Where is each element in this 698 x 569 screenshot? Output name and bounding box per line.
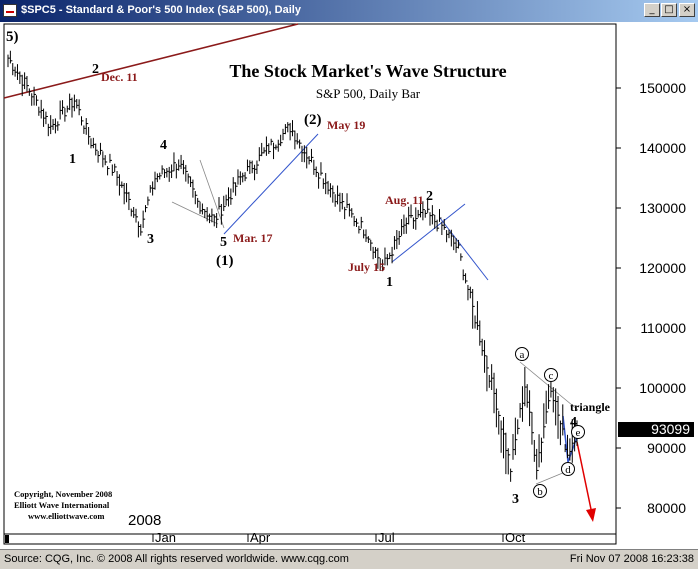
copyright-line3: www.elliottwave.com [28, 511, 104, 521]
wave-label-5: 5 [220, 235, 227, 250]
x-tick-group: 2008 Jan Apr Jul Oct [128, 512, 526, 545]
y-tick-label: 110000 [640, 320, 686, 336]
upper-trendline [3, 23, 299, 99]
copyright-line2: Elliott Wave International [14, 500, 110, 510]
wave-label-4b: 4 [570, 415, 577, 430]
annotation-aug11: Aug. 11 [385, 193, 424, 207]
annotation-may19: May 19 [327, 118, 365, 132]
wave5-channel-line [199, 159, 225, 229]
wave-label-3c: 3 [512, 492, 519, 507]
aug-up-channel [391, 203, 466, 263]
annotation-mar17: Mar. 17 [233, 231, 273, 245]
wave-c-circle [544, 368, 558, 382]
wave-b-circle [533, 484, 547, 498]
last-price-box [618, 422, 694, 437]
y-tick-label: 130000 [639, 200, 686, 216]
wave-label-2b: 2 [426, 189, 433, 204]
y-tick-group: 80000 90000 100000 110000 120000 130000 … [616, 80, 686, 516]
scroll-marker [5, 535, 9, 543]
wave-e-circle [571, 425, 585, 439]
wave-label-a: a [520, 349, 525, 361]
chart-title: The Stock Market's Wave Structure [229, 61, 506, 81]
chart-subtitle: S&P 500, Daily Bar [316, 86, 421, 101]
plot-frame [3, 23, 617, 545]
status-timestamp: Fri Nov 07 2008 16:23:38 [569, 553, 694, 565]
x-tick-label: Jul [378, 530, 395, 545]
y-tick-label: 140000 [639, 140, 686, 156]
wave-d-circle [561, 462, 575, 476]
x-tick-label: Oct [505, 530, 526, 545]
minimize-button[interactable]: _ [644, 3, 660, 17]
annotation-triangle: triangle [570, 400, 611, 414]
x-tick-label: 2008 [128, 512, 161, 529]
wave-label-3: 3 [147, 232, 154, 247]
close-button[interactable]: × [679, 3, 695, 17]
wave-label-circle-2: (2) [304, 112, 322, 128]
chart-area[interactable]: 80000 90000 100000 110000 120000 130000 … [0, 22, 698, 549]
wave-label-e: e [576, 427, 581, 439]
wave-label-b: b [537, 486, 543, 498]
y-tick-label: 120000 [639, 260, 686, 276]
status-bar: Source: CQG, Inc. © 2008 All rights rese… [0, 549, 698, 569]
maximize-button[interactable]: □ [661, 3, 677, 17]
wave-label-1b: 1 [386, 275, 393, 290]
y-tick-label: 150000 [639, 80, 686, 96]
x-tick-label: Apr [250, 530, 271, 545]
y-tick-label: 100000 [639, 380, 686, 396]
aug-down-channel [439, 217, 489, 281]
y-tick-label: 90000 [647, 440, 686, 456]
price-chart[interactable]: 80000 90000 100000 110000 120000 130000 … [0, 22, 698, 549]
annotation-july15: July 15 [348, 260, 385, 274]
projection-arrow-line [576, 441, 593, 515]
window-titlebar: $SPC5 - Standard & Poor's 500 Index (S&P… [0, 0, 698, 22]
window-title: $SPC5 - Standard & Poor's 500 Index (S&P… [21, 4, 301, 16]
wave-label-2: 2 [92, 62, 99, 77]
wave-a-circle [515, 347, 529, 361]
y-tick-label: 80000 [647, 500, 686, 516]
annotation-dec11: Dec. 11 [101, 70, 138, 84]
wave-label-4: 4 [160, 138, 167, 153]
wave-label-circle-1: (1) [216, 253, 234, 269]
status-source: Source: CQG, Inc. © 2008 All rights rese… [4, 553, 349, 565]
wave-label-d: d [565, 464, 571, 476]
chart-app-icon [3, 4, 17, 17]
projection-arrow-head [586, 508, 596, 522]
wave-label-1: 1 [69, 152, 76, 167]
wave4-channel-line [171, 201, 219, 225]
wave-label-c: c [549, 370, 554, 382]
last-price-label: 93099 [651, 421, 690, 437]
x-tick-label: Jan [155, 530, 176, 545]
price-bars [7, 50, 579, 482]
wave-label-5-top: 5) [6, 29, 19, 45]
copyright-line1: Copyright, November 2008 [14, 489, 112, 499]
